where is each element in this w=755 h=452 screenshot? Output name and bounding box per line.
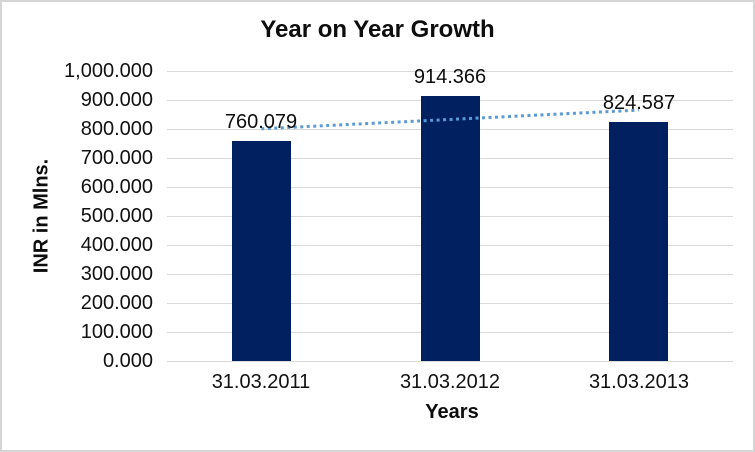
- bar: [421, 96, 480, 361]
- y-tick-label: 900.000: [80, 89, 153, 111]
- y-tick-label: 300.000: [80, 263, 153, 285]
- y-tick-label: 800.000: [80, 118, 153, 140]
- trendline: [261, 108, 639, 131]
- gridline: [167, 361, 733, 362]
- data-label: 824.587: [602, 92, 676, 114]
- y-tick-label: 200.000: [80, 292, 153, 314]
- plot-area: [167, 71, 733, 362]
- y-tick-label: 700.000: [80, 147, 153, 169]
- data-label: 760.079: [224, 111, 298, 133]
- x-tick-label: 31.03.2013: [588, 371, 690, 393]
- y-tick-label: 600.000: [80, 176, 153, 198]
- y-tick-label: 500.000: [80, 205, 153, 227]
- x-tick-label: 31.03.2012: [399, 371, 501, 393]
- x-tick-label: 31.03.2011: [211, 371, 311, 393]
- y-tick-label: 0.000: [102, 350, 153, 372]
- x-axis-title: Years: [425, 401, 479, 423]
- chart-title: Year on Year Growth: [260, 16, 495, 43]
- bar: [232, 141, 291, 361]
- y-tick-label: 100.000: [80, 321, 153, 343]
- y-tick-label: 1,000.000: [64, 60, 153, 82]
- gridline: [167, 71, 733, 72]
- y-tick-label: 400.000: [80, 234, 153, 256]
- bar: [609, 122, 668, 361]
- data-label: 914.366: [413, 66, 487, 88]
